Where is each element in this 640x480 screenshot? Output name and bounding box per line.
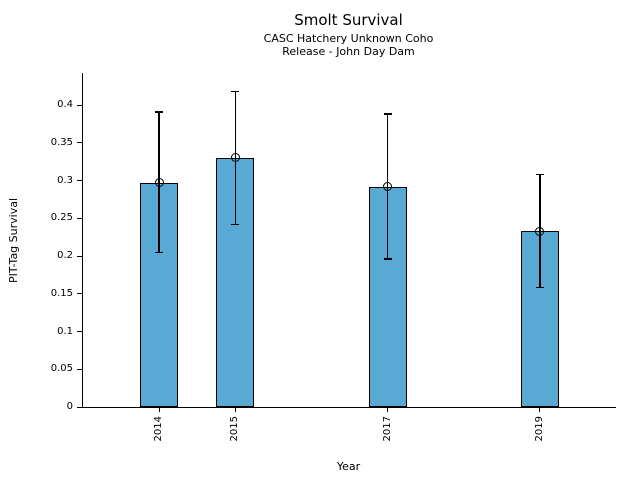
y-tick-label: 0.15 xyxy=(50,287,73,299)
plot-area: 0 0.05 0.1 0.15 0.2 0.25 0.3 0.35 0.4 2014 2015 201… xyxy=(51,73,616,441)
y-tick-label: 0.05 xyxy=(50,363,73,375)
y-tick-mark xyxy=(77,368,83,370)
y-tick-mark xyxy=(77,180,83,182)
y-tick-mark xyxy=(77,255,83,257)
error-cap-top-2019 xyxy=(535,173,544,176)
y-tick-mark xyxy=(77,217,83,219)
x-tick-mark xyxy=(158,407,160,412)
error-cap-bottom-2015 xyxy=(231,223,240,226)
y-tick-label: 0.2 xyxy=(57,250,73,262)
y-tick-label: 0.3 xyxy=(57,174,73,186)
error-cap-top-2017 xyxy=(383,113,392,115)
y-tick-label: 0.35 xyxy=(50,136,73,148)
y-tick-mark xyxy=(77,104,83,106)
y-tick-mark xyxy=(77,293,83,295)
chart-subtitle-line1: CASC Hatchery Unknown Coho xyxy=(263,32,434,45)
point-marker-2017 xyxy=(383,182,393,192)
x-tick-label: 2014 xyxy=(153,416,165,442)
y-axis-label: PIT-Tag Survival xyxy=(7,197,20,283)
chart-subtitle-line2: Release - John Day Dam xyxy=(282,45,415,58)
x-tick-label: 2015 xyxy=(229,416,241,442)
y-tick-label: 0 xyxy=(66,401,73,412)
point-marker-2019 xyxy=(535,226,545,236)
y-tick-label: 0.4 xyxy=(57,99,73,111)
y-tick-label: 0.1 xyxy=(57,325,73,337)
y-tick-mark xyxy=(77,406,83,408)
x-tick-label: 2017 xyxy=(381,416,393,442)
point-marker-2014 xyxy=(154,178,164,188)
x-tick-mark xyxy=(234,407,236,412)
x-tick-label: 2019 xyxy=(533,416,545,442)
chart-title: Smolt Survival xyxy=(294,11,403,29)
y-tick-mark xyxy=(77,331,83,333)
x-tick-mark xyxy=(387,407,389,412)
error-cap-bottom-2019 xyxy=(535,286,544,289)
x-axis-label: Year xyxy=(336,460,361,473)
x-tick-mark xyxy=(539,407,541,412)
error-cap-top-2015 xyxy=(231,90,240,93)
error-cap-top-2014 xyxy=(155,111,164,113)
point-marker-2015 xyxy=(230,153,240,163)
y-tick-mark xyxy=(77,142,83,144)
error-cap-bottom-2014 xyxy=(155,251,164,253)
y-tick-label: 0.25 xyxy=(50,212,73,224)
error-cap-bottom-2017 xyxy=(383,258,392,260)
